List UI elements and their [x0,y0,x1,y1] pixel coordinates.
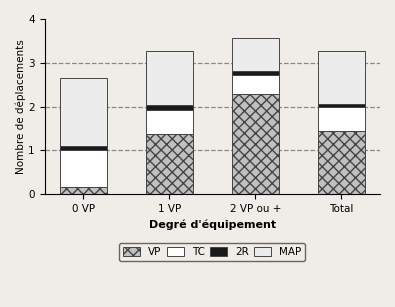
Bar [60,188,107,194]
Bar [231,94,279,194]
Bar [231,38,279,71]
Bar [146,110,193,134]
Bar [146,51,193,105]
X-axis label: Degré d'équipement: Degré d'équipement [149,219,276,230]
Bar [318,131,365,194]
Bar [318,51,365,104]
Bar [146,105,193,110]
Bar [318,104,365,107]
Bar [146,134,193,194]
Y-axis label: Nombre de déplacements: Nombre de déplacements [15,39,26,174]
Bar [231,75,279,94]
Bar [60,146,107,150]
Bar [318,107,365,131]
Bar [60,150,107,188]
Legend: VP, TC, 2R, MAP: VP, TC, 2R, MAP [119,243,305,261]
Bar [231,71,279,75]
Bar [60,78,107,146]
